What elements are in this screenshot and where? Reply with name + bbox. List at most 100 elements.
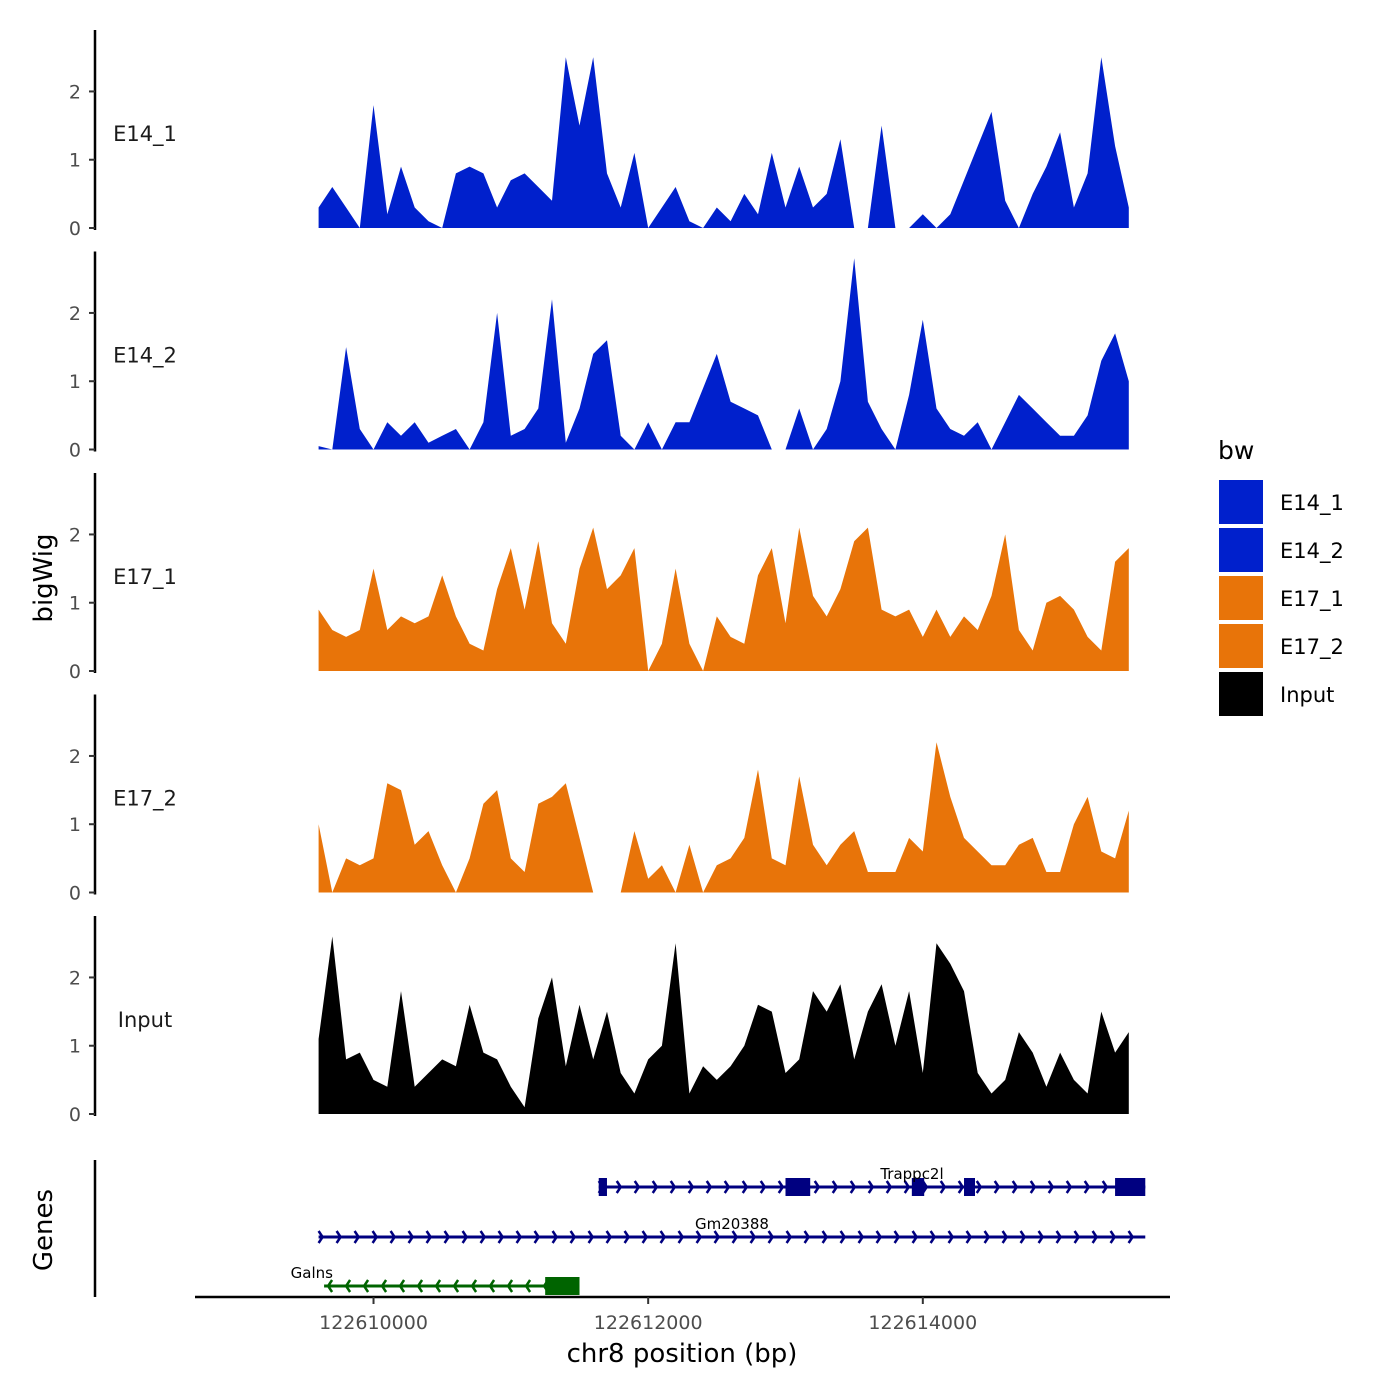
track-label: E14_2 (113, 344, 177, 369)
track-E14_2: 0 1 2 E14_2 (69, 251, 1129, 462)
gene-exon (598, 1178, 607, 1196)
strand-arrow (893, 1230, 901, 1244)
legend-swatch-E14_2 (1219, 528, 1263, 572)
strand-arrow (1055, 1230, 1063, 1244)
y-tick-label: 1 (69, 371, 81, 393)
strand-arrow (497, 1230, 505, 1244)
genes-panel: Trappc2l Gm20388 Galns (93, 1160, 1146, 1297)
track-label: E17_1 (113, 565, 177, 590)
strand-arrow (1109, 1230, 1117, 1244)
strand-arrow (362, 1279, 370, 1293)
y-tick-label: 1 (69, 593, 81, 615)
strand-arrow (488, 1279, 496, 1293)
legend-label: Input (1280, 683, 1334, 707)
coverage-area-E17_2 (318, 742, 1129, 893)
strand-arrow (569, 1230, 577, 1244)
y-tick-label: 1 (69, 814, 81, 836)
strand-arrow (849, 1180, 857, 1194)
strand-arrow (380, 1279, 388, 1293)
coverage-area-E14_2 (318, 258, 1129, 450)
y-tick-label: 0 (69, 883, 81, 905)
strand-arrow (957, 1180, 965, 1194)
strand-arrow (831, 1180, 839, 1194)
legend-title: bw (1218, 436, 1254, 465)
strand-arrow (452, 1279, 460, 1293)
strand-arrow (416, 1279, 424, 1293)
gene-label: Trappc2l (879, 1165, 943, 1183)
strand-arrow (1073, 1230, 1081, 1244)
strand-arrow (839, 1230, 847, 1244)
gene-exon (964, 1178, 975, 1196)
strand-arrow (759, 1180, 767, 1194)
strand-arrow (1065, 1180, 1073, 1194)
track-label: E17_2 (113, 787, 177, 812)
strand-arrow (1127, 1230, 1135, 1244)
strand-arrow (326, 1279, 334, 1293)
strand-arrow (695, 1230, 703, 1244)
strand-arrow (687, 1180, 695, 1194)
y-tick-label: 2 (69, 303, 81, 325)
y-tick-label: 0 (69, 1104, 81, 1126)
gene-label: Gm20388 (695, 1215, 769, 1233)
y-tick-label: 1 (69, 1036, 81, 1058)
strand-arrow (641, 1230, 649, 1244)
y-tick-label: 0 (69, 661, 81, 683)
strand-arrow (335, 1230, 343, 1244)
track-label: Input (118, 1008, 172, 1032)
strand-arrow (1091, 1230, 1099, 1244)
legend-label: E14_1 (1280, 491, 1344, 516)
gene-exon (911, 1178, 925, 1196)
strand-arrow (425, 1230, 433, 1244)
strand-arrow (705, 1180, 713, 1194)
strand-arrow (524, 1279, 532, 1293)
strand-arrow (785, 1230, 793, 1244)
strand-arrow (443, 1230, 451, 1244)
strand-arrow (1047, 1180, 1055, 1194)
strand-arrow (929, 1230, 937, 1244)
track-E17_2: 0 1 2 E17_2 (69, 694, 1129, 905)
gene-label: Galns (291, 1264, 333, 1282)
strand-arrow (993, 1180, 1001, 1194)
y-tick-label: 2 (69, 746, 81, 768)
legend: bw E14_1 E14_2 E17_1 E17_2 Input (1218, 436, 1344, 716)
strand-arrow (615, 1180, 623, 1194)
strand-arrow (965, 1230, 973, 1244)
strand-arrow (677, 1230, 685, 1244)
strand-arrow (1037, 1230, 1045, 1244)
track-E14_1: 0 1 2 E14_1 (69, 30, 1129, 240)
strand-arrow (659, 1230, 667, 1244)
strand-arrow (479, 1230, 487, 1244)
strand-arrow (470, 1279, 478, 1293)
strand-arrow (605, 1230, 613, 1244)
y-axis-title: bigWig (29, 533, 59, 622)
gene-exon (785, 1178, 811, 1196)
y-tick-label: 2 (69, 81, 81, 103)
strand-arrow (767, 1230, 775, 1244)
gene-exon (545, 1277, 580, 1295)
strand-arrow (533, 1230, 541, 1244)
x-tick-label: 122612000 (594, 1312, 703, 1334)
strand-arrow (371, 1230, 379, 1244)
strand-arrow (398, 1279, 406, 1293)
gene-Gm20388: Gm20388 (317, 1215, 1146, 1244)
y-tick-label: 2 (69, 967, 81, 989)
strand-arrow (1019, 1230, 1027, 1244)
gene-Galns: Galns (291, 1264, 580, 1295)
strand-arrow (813, 1180, 821, 1194)
strand-arrow (407, 1230, 415, 1244)
strand-arrow (461, 1230, 469, 1244)
legend-swatch-E17_1 (1219, 576, 1263, 620)
x-axis: 122610000 122612000 122614000 (195, 1295, 1170, 1334)
y-tick-label: 2 (69, 524, 81, 546)
gene-exon (1115, 1178, 1146, 1196)
strand-arrow (317, 1230, 325, 1244)
gene-Trappc2l: Trappc2l (597, 1165, 1146, 1196)
strand-arrow (903, 1180, 911, 1194)
strand-arrow (777, 1180, 785, 1194)
strand-arrow (344, 1279, 352, 1293)
strand-arrow (1011, 1180, 1019, 1194)
strand-arrow (633, 1180, 641, 1194)
strand-arrow (975, 1180, 983, 1194)
strand-arrow (1029, 1180, 1037, 1194)
